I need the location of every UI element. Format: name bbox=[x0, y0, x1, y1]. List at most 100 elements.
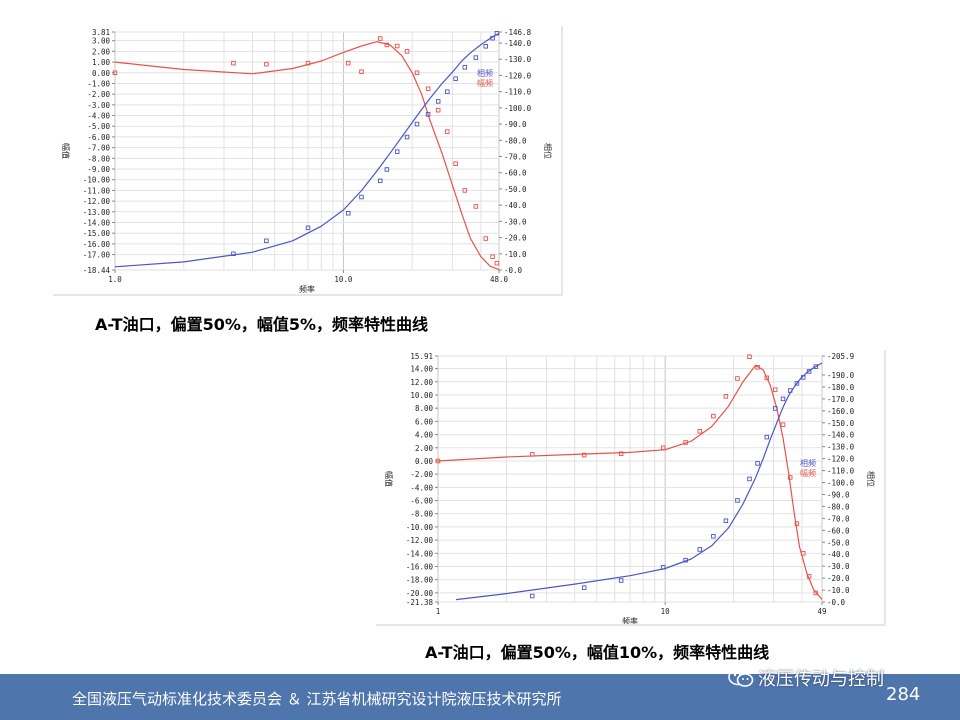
legend-phase: 相频 bbox=[800, 458, 816, 468]
right-tick-label: -10.0 bbox=[827, 586, 850, 595]
x-axis-label: 频率 bbox=[299, 284, 315, 294]
left-tick-label: 15.91 bbox=[410, 352, 433, 361]
left-tick-label: 8.00 bbox=[415, 404, 434, 413]
left-tick-label: 2.00 bbox=[92, 47, 111, 56]
right-tick-label: -110.0 bbox=[827, 467, 855, 476]
marker-amplitude bbox=[483, 236, 489, 241]
left-tick-label: 3.81 bbox=[92, 28, 110, 37]
marker-phase bbox=[384, 167, 390, 172]
plot-area bbox=[114, 31, 500, 271]
right-tick-label: -146.8 bbox=[504, 28, 532, 37]
right-tick-label: -205.9 bbox=[827, 352, 854, 361]
left-tick-label: -10.00 bbox=[83, 176, 111, 185]
marker-amplitude bbox=[581, 452, 587, 458]
right-tick-label: -140.0 bbox=[504, 39, 532, 48]
left-tick-label: -5.00 bbox=[87, 122, 110, 131]
marker-phase bbox=[345, 211, 351, 216]
marker-amplitude bbox=[530, 452, 535, 457]
right-tick-label: -50.0 bbox=[504, 185, 527, 194]
x-tick-label: 10.0 bbox=[334, 275, 353, 284]
left-tick-label: -17.00 bbox=[83, 251, 111, 260]
right-tick-label: -30.0 bbox=[827, 562, 850, 571]
marker-amplitude bbox=[305, 60, 311, 66]
chart-1: 3.81 3.00 2.00 1.00 0.00 -1.00 -2.00 -3.00 -4.00… bbox=[53, 26, 563, 296]
left-tick-label: -14.00 bbox=[83, 219, 111, 228]
marker-phase bbox=[660, 565, 666, 570]
right-tick-label: -120.0 bbox=[827, 455, 855, 464]
marker-phase bbox=[404, 134, 410, 140]
left-tick-label: -12.00 bbox=[83, 197, 111, 206]
right-tick-label: -190.0 bbox=[827, 371, 855, 380]
right-tick-label: -120.0 bbox=[504, 71, 532, 80]
chart-2-svg: 15.91 14.00 12.00 10.00 8.00 6.00 4.00 2.00 0.00… bbox=[384, 352, 876, 624]
right-tick-label: -20.0 bbox=[504, 234, 527, 243]
marker-amplitude bbox=[787, 475, 793, 480]
marker-phase bbox=[723, 518, 729, 524]
left-tick-label: 3.00 bbox=[92, 37, 111, 46]
marker-amplitude bbox=[378, 36, 383, 41]
right-tick-label: -50.0 bbox=[827, 538, 850, 547]
right-tick-label: -60.0 bbox=[504, 169, 527, 178]
marker-phase bbox=[435, 99, 441, 104]
marker-phase bbox=[806, 369, 812, 374]
left-tick-label: -6.00 bbox=[87, 133, 110, 142]
left-tick-label: 4.00 bbox=[415, 431, 434, 440]
chart-2-caption: A-T油口，偏置50%，幅值10%，频率特性曲线 bbox=[425, 643, 770, 662]
right-tick-label: -100.0 bbox=[504, 104, 532, 113]
left-tick-label: -14.00 bbox=[406, 549, 434, 558]
right-tick-label: -80.0 bbox=[504, 136, 527, 145]
y-axis-label-right: 相位 bbox=[866, 471, 876, 487]
right-tick-label: -60.0 bbox=[827, 526, 850, 535]
marker-amplitude bbox=[462, 188, 468, 193]
marker-phase bbox=[618, 578, 624, 583]
marker-amplitude bbox=[764, 375, 770, 381]
left-tick-label: -9.00 bbox=[87, 165, 110, 174]
wechat-watermark: 液压传动与控制 bbox=[728, 664, 938, 690]
left-tick-label: -2.00 bbox=[87, 90, 110, 99]
marker-amplitude bbox=[425, 86, 431, 92]
wechat-account-name: 液压传动与控制 bbox=[758, 669, 884, 690]
marker-phase bbox=[473, 55, 479, 60]
chart-2: 15.91 14.00 12.00 10.00 8.00 6.00 4.00 2.00 0.00… bbox=[376, 350, 886, 626]
marker-amplitude bbox=[813, 590, 819, 596]
marker-phase bbox=[772, 406, 778, 411]
left-tick-label: -21.38 bbox=[406, 598, 434, 607]
marker-phase bbox=[711, 534, 716, 539]
x-axis-label: 频率 bbox=[622, 616, 638, 624]
left-tick-label: 1.00 bbox=[92, 58, 111, 67]
marker-amplitude bbox=[780, 422, 786, 427]
marker-amplitude bbox=[755, 365, 760, 370]
marker-phase bbox=[359, 194, 364, 200]
left-tick-label: 0.00 bbox=[92, 69, 111, 78]
marker-amplitude bbox=[800, 551, 806, 556]
marker-amplitude bbox=[772, 387, 778, 392]
marker-phase bbox=[264, 238, 269, 244]
left-tick-label: -6.00 bbox=[410, 497, 433, 506]
x-tick-label: 49 bbox=[817, 607, 826, 616]
y-axis-label-left: 幅值 bbox=[384, 471, 394, 487]
marker-phase bbox=[794, 381, 800, 386]
marker-phase bbox=[462, 65, 468, 70]
right-tick-label: -100.0 bbox=[827, 479, 855, 488]
right-tick-label: -40.0 bbox=[504, 201, 527, 210]
marker-amplitude bbox=[394, 43, 400, 49]
right-tick-label: -90.0 bbox=[504, 120, 527, 129]
left-tick-label: -4.00 bbox=[87, 112, 110, 121]
marker-phase bbox=[787, 388, 793, 393]
right-tick-label: -150.0 bbox=[827, 419, 855, 428]
marker-amplitude bbox=[264, 61, 269, 67]
marker-phase bbox=[231, 251, 236, 257]
left-tick-label: -11.00 bbox=[83, 186, 111, 195]
marker-amplitude bbox=[345, 60, 351, 66]
right-tick-label: -130.0 bbox=[827, 443, 855, 452]
marker-phase bbox=[530, 593, 535, 599]
marker-amplitude bbox=[723, 394, 729, 399]
marker-amplitude bbox=[618, 451, 624, 456]
marker-phase bbox=[813, 364, 819, 369]
marker-phase bbox=[483, 44, 489, 49]
marker-phase bbox=[305, 225, 311, 231]
legend-amplitude: 幅频 bbox=[477, 78, 493, 88]
left-tick-label: -8.00 bbox=[87, 154, 110, 163]
left-tick-label: 6.00 bbox=[415, 417, 434, 426]
left-tick-label: 0.00 bbox=[415, 457, 434, 466]
